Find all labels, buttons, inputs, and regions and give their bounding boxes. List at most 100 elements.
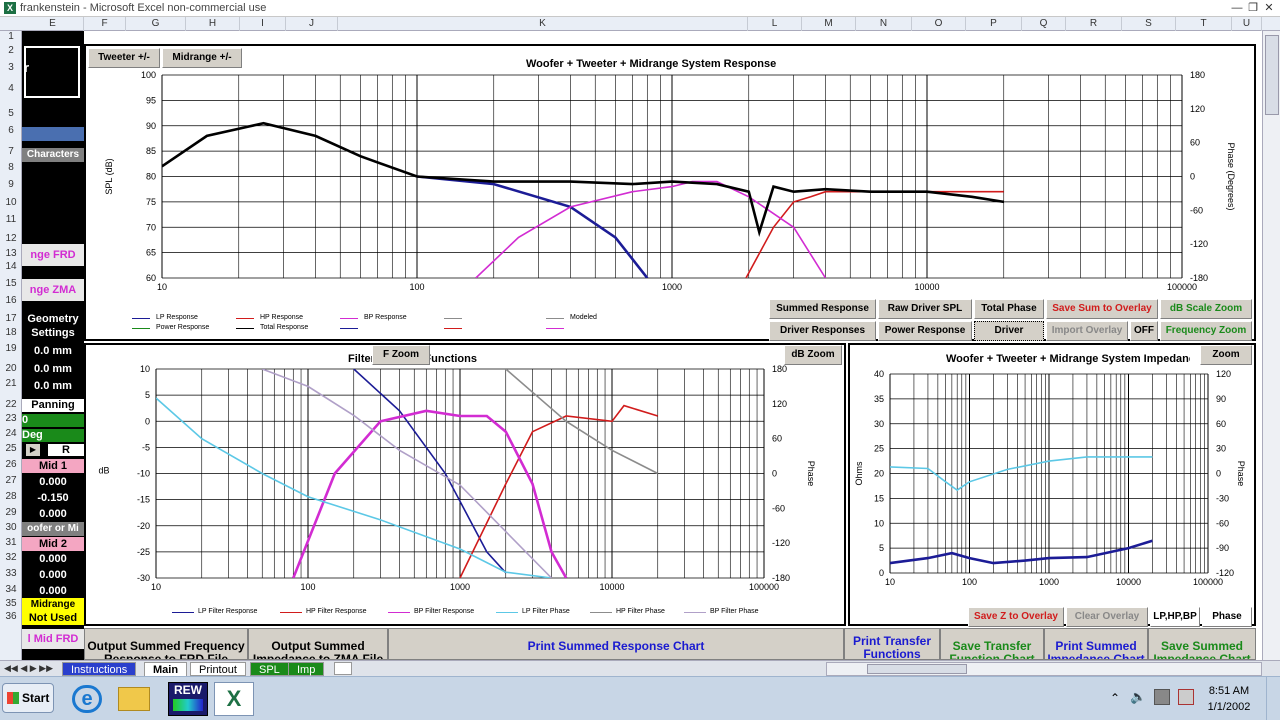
column-header-g[interactable]: G: [126, 17, 186, 31]
column-header-n[interactable]: N: [856, 17, 912, 31]
db-zoom-button[interactable]: dB Zoom: [784, 345, 842, 365]
row-header-21[interactable]: 21: [5, 378, 17, 389]
row-header-30[interactable]: 30: [5, 522, 17, 533]
row-header-20[interactable]: 20: [5, 363, 17, 374]
excel-taskbar-icon[interactable]: X: [214, 682, 254, 716]
column-header-e[interactable]: E: [22, 17, 84, 31]
print-summed-response-button[interactable]: Print Summed Response Chart: [388, 628, 844, 660]
network-icon[interactable]: [1154, 689, 1170, 705]
column-header-k[interactable]: K: [338, 17, 748, 31]
row-header-3[interactable]: 3: [8, 62, 14, 73]
clear-overlay-button[interactable]: Clear Overlay: [1066, 607, 1148, 627]
column-header-o[interactable]: O: [912, 17, 966, 31]
row-header-9[interactable]: 9: [8, 179, 14, 190]
row-header-11[interactable]: 11: [5, 214, 17, 225]
folder-icon[interactable]: [118, 687, 150, 711]
show-desktop-button[interactable]: [1266, 677, 1280, 720]
clock-time[interactable]: 8:51 AM: [1208, 685, 1250, 697]
offset-value-3[interactable]: 0.0 mm: [34, 380, 72, 392]
horizontal-scrollbar[interactable]: [826, 662, 1262, 676]
row-header-14[interactable]: 14: [5, 261, 17, 272]
driver-button[interactable]: Driver: [974, 321, 1044, 341]
row-header-1[interactable]: 1: [8, 31, 14, 42]
mid1-value-2[interactable]: -0.150: [37, 492, 69, 504]
power-response-button[interactable]: Power Response: [878, 321, 972, 341]
column-header-m[interactable]: M: [802, 17, 856, 31]
column-header-u[interactable]: U: [1232, 17, 1262, 31]
total-phase-button[interactable]: Total Phase: [974, 299, 1044, 319]
save-impedance-chart-button[interactable]: Save Summed Impedance Chart: [1148, 628, 1256, 660]
tab-printout[interactable]: Printout: [190, 662, 246, 676]
driver-responses-button[interactable]: Driver Responses: [769, 321, 876, 341]
mid2-value-3[interactable]: 0.000: [39, 585, 67, 597]
volume-icon[interactable]: 🔈: [1130, 689, 1147, 704]
row-header-29[interactable]: 29: [5, 507, 17, 518]
save-sum-overlay-button[interactable]: Save Sum to Overlay: [1046, 299, 1158, 319]
mid2-value-1[interactable]: 0.000: [39, 553, 67, 565]
tray-up-arrow-icon[interactable]: ⌃: [1110, 691, 1121, 705]
column-header-p[interactable]: P: [966, 17, 1022, 31]
row-header-15[interactable]: 15: [5, 278, 17, 289]
column-header-q[interactable]: Q: [1022, 17, 1066, 31]
column-header-j[interactable]: J: [286, 17, 338, 31]
action-center-icon[interactable]: [1178, 689, 1194, 705]
summed-response-button[interactable]: Summed Response: [769, 299, 876, 319]
import-overlay-button[interactable]: Import Overlay: [1046, 321, 1128, 341]
f-zoom-button[interactable]: F Zoom: [372, 345, 430, 365]
column-header-r[interactable]: R: [1066, 17, 1122, 31]
raw-driver-spl-button[interactable]: Raw Driver SPL: [878, 299, 972, 319]
save-transfer-chart-button[interactable]: Save Transfer Function Chart: [940, 628, 1044, 660]
column-header-h[interactable]: H: [186, 17, 240, 31]
tab-main[interactable]: Main: [144, 662, 188, 676]
overlay-off-toggle[interactable]: OFF: [1130, 321, 1158, 341]
h-scroll-thumb[interactable]: [867, 664, 967, 674]
tab-nav-arrows-icon[interactable]: ◀◀ ◀ ▶ ▶▶: [4, 663, 54, 673]
row-header-22[interactable]: 22: [5, 399, 17, 410]
mid-frd-button[interactable]: l Mid FRD: [22, 629, 84, 649]
row-header-36[interactable]: 36: [5, 611, 17, 622]
tab-spl[interactable]: SPL: [250, 662, 289, 676]
row-header-7[interactable]: 7: [8, 146, 14, 157]
scroll-thumb[interactable]: [1265, 35, 1279, 115]
vertical-scrollbar[interactable]: [1262, 31, 1280, 660]
panning-value[interactable]: 0: [22, 414, 84, 427]
row-header-2[interactable]: 2: [8, 45, 14, 56]
column-header-l[interactable]: L: [748, 17, 802, 31]
column-header-t[interactable]: T: [1176, 17, 1232, 31]
impedance-zoom-button[interactable]: Zoom: [1200, 345, 1252, 365]
row-header-18[interactable]: 18: [5, 327, 17, 338]
column-header-s[interactable]: S: [1122, 17, 1176, 31]
row-header-26[interactable]: 26: [5, 459, 17, 470]
minimize-icon[interactable]: —: [1231, 2, 1243, 14]
row-header-33[interactable]: 33: [5, 568, 17, 579]
start-button[interactable]: Start: [2, 683, 54, 713]
row-header-12[interactable]: 12: [5, 233, 17, 244]
restore-icon[interactable]: ❐: [1248, 2, 1258, 14]
row-header-34[interactable]: 34: [5, 584, 17, 595]
midrange-zma-button[interactable]: nge ZMA: [22, 279, 84, 301]
mid1-value-1[interactable]: 0.000: [39, 476, 67, 488]
row-header-4[interactable]: 4: [8, 83, 14, 94]
row-header-5[interactable]: 5: [8, 108, 14, 119]
row-header-16[interactable]: 16: [5, 295, 17, 306]
offset-value-1[interactable]: 0.0 mm: [34, 345, 72, 357]
midrange-polarity-button[interactable]: Midrange +/-: [162, 48, 242, 68]
tab-imp[interactable]: Imp: [288, 662, 325, 676]
new-sheet-icon[interactable]: [334, 662, 352, 675]
scroll-left-arrow-icon[interactable]: ▶: [26, 444, 40, 456]
mid2-value-2[interactable]: 0.000: [39, 569, 67, 581]
row-header-25[interactable]: 25: [5, 443, 17, 454]
midrange-frd-button[interactable]: nge FRD: [22, 244, 84, 266]
print-impedance-chart-button[interactable]: Print Summed Impedance Chart: [1044, 628, 1148, 660]
row-header-6[interactable]: 6: [8, 125, 14, 136]
print-transfer-functions-button[interactable]: Print Transfer Functions: [844, 628, 940, 660]
row-header-13[interactable]: 13: [5, 248, 17, 259]
offset-value-2[interactable]: 0.0 mm: [34, 363, 72, 375]
internet-explorer-icon[interactable]: e: [72, 685, 102, 713]
phase-button[interactable]: Phase: [1202, 607, 1252, 627]
lp-hp-bp-button[interactable]: LP,HP,BP: [1150, 607, 1200, 627]
row-header-19[interactable]: 19: [5, 343, 17, 354]
row-header-24[interactable]: 24: [5, 428, 17, 439]
mid1-value-3[interactable]: 0.000: [39, 508, 67, 520]
row-header-31[interactable]: 31: [5, 537, 17, 548]
